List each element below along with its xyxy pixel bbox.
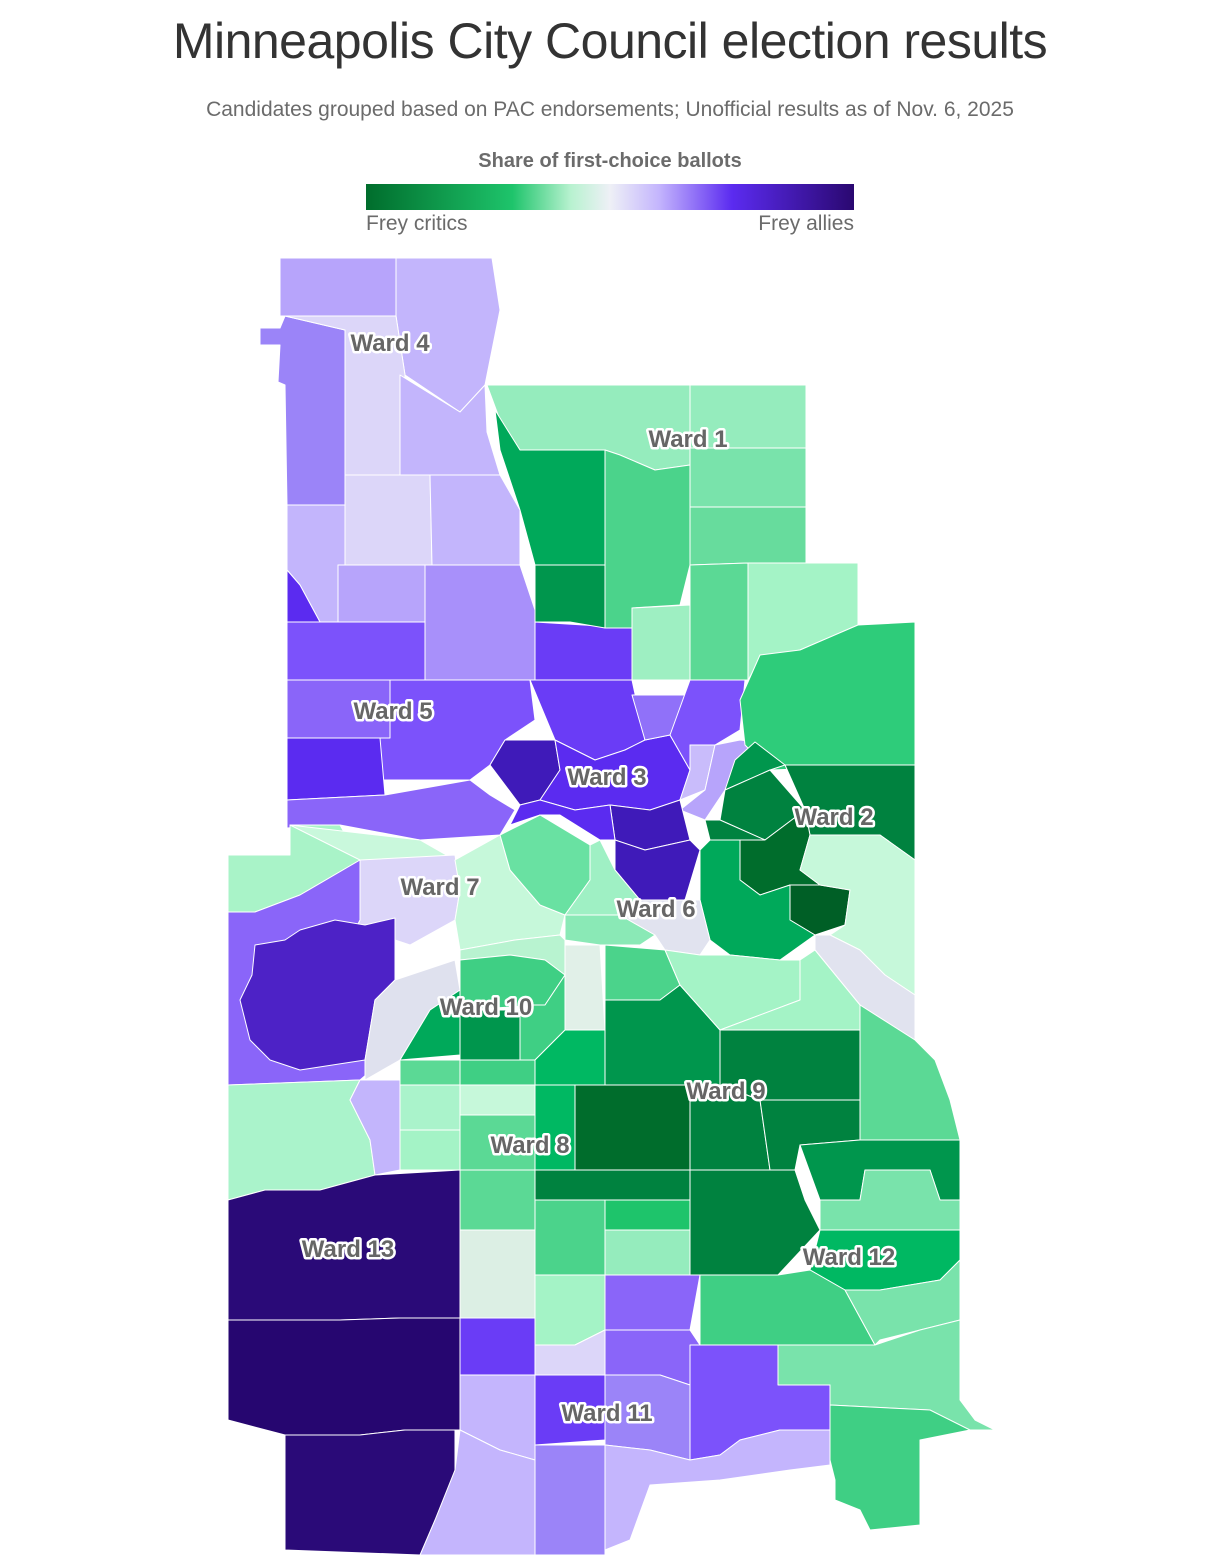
precinct <box>604 1199 691 1231</box>
precinct <box>859 1004 961 1141</box>
ward-label: Ward 9 <box>686 1078 765 1105</box>
precinct <box>424 564 536 681</box>
precinct <box>534 1199 606 1276</box>
precinct <box>379 679 536 781</box>
precinct <box>459 1059 536 1086</box>
map-subtitle: Candidates grouped based on PAC endorsem… <box>206 98 1014 121</box>
precinct <box>534 1274 606 1346</box>
precinct <box>689 562 749 681</box>
precinct <box>279 257 397 317</box>
ward-label: Ward 1 <box>648 426 727 453</box>
precinct <box>534 621 633 681</box>
ward-label: Ward 3 <box>567 764 646 791</box>
precinct <box>534 1169 691 1201</box>
precinct <box>459 1229 536 1319</box>
precinct <box>344 474 433 566</box>
precinct <box>399 1084 461 1131</box>
precinct <box>399 1059 461 1086</box>
precinct <box>739 621 916 771</box>
ward-label: Ward 6 <box>616 896 695 923</box>
precinct <box>509 799 616 841</box>
precinct <box>689 447 807 508</box>
legend-color-scale <box>366 184 854 210</box>
ward-label: Ward 10 <box>440 994 532 1021</box>
ward-label: Ward 12 <box>803 1244 895 1271</box>
legend-high-label: Frey allies <box>758 212 854 235</box>
precinct <box>259 315 346 506</box>
precinct <box>534 1444 606 1556</box>
precinct <box>337 564 426 623</box>
precinct <box>604 1274 701 1331</box>
ward-labels: Ward 4 Ward 1 Ward 5 Ward 3 Ward 2 Ward … <box>299 328 897 1430</box>
ward-label: Ward 8 <box>490 1132 569 1159</box>
ward-label: Ward 11 <box>561 1400 652 1427</box>
precinct <box>286 621 426 681</box>
map-title: Minneapolis City Council election result… <box>172 13 1048 69</box>
precinct <box>459 1084 536 1116</box>
precinct <box>604 1429 831 1551</box>
precinct <box>679 744 716 801</box>
precinct <box>459 1169 536 1231</box>
precinct <box>227 1317 461 1436</box>
precinct <box>604 449 691 629</box>
precinct <box>689 506 807 566</box>
precinct <box>829 1404 971 1531</box>
ward-label: Ward 13 <box>302 1236 394 1263</box>
precinct <box>284 1429 456 1556</box>
precinct <box>399 1129 461 1171</box>
ward-label: Ward 2 <box>794 804 873 831</box>
precinct <box>286 737 386 801</box>
precinct-shapes <box>227 257 996 1556</box>
precinct <box>604 1229 691 1276</box>
precinct <box>534 564 606 629</box>
ward-label: Ward 4 <box>350 330 430 357</box>
ward-label: Ward 5 <box>353 698 432 725</box>
precinct <box>631 604 691 681</box>
precinct <box>459 1317 536 1376</box>
legend-title: Share of first-choice ballots <box>478 150 742 172</box>
precinct <box>564 944 606 1031</box>
legend-low-label: Frey critics <box>366 212 468 235</box>
ward-label: Ward 7 <box>400 874 479 901</box>
precinct <box>689 1169 821 1276</box>
precinct <box>429 474 521 566</box>
